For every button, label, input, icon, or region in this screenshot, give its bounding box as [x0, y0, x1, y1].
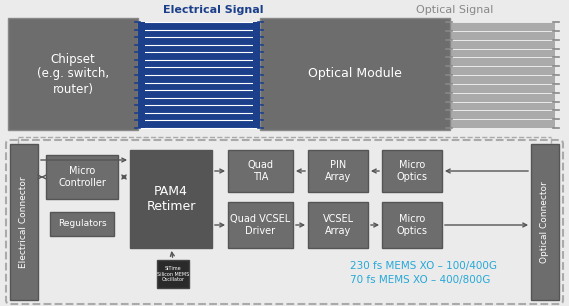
Text: Micro
Optics: Micro Optics	[397, 160, 427, 182]
Text: Optical Module: Optical Module	[308, 68, 402, 80]
Text: PAM4
Retimer: PAM4 Retimer	[146, 185, 196, 213]
Text: Regulators: Regulators	[57, 219, 106, 229]
Bar	[157, 260, 189, 288]
Text: VCSEL
Array: VCSEL Array	[323, 214, 353, 236]
Text: 70 fs MEMS XO – 400/800G: 70 fs MEMS XO – 400/800G	[350, 275, 490, 285]
Bar	[228, 202, 293, 248]
Bar	[450, 22, 555, 128]
Text: Micro
Controller: Micro Controller	[58, 166, 106, 188]
Bar	[138, 22, 145, 128]
Bar	[138, 22, 260, 128]
Bar	[46, 155, 118, 199]
Text: Electrical Signal: Electrical Signal	[163, 5, 263, 15]
Bar	[308, 150, 368, 192]
Text: Quad VCSEL
Driver: Quad VCSEL Driver	[230, 214, 291, 236]
Text: PIN
Array: PIN Array	[325, 160, 351, 182]
Text: Chipset
(e.g. switch,
router): Chipset (e.g. switch, router)	[37, 53, 109, 95]
Bar	[0, 140, 569, 304]
Bar	[253, 22, 260, 128]
Bar	[382, 202, 442, 248]
Text: SiTime
Silicon MEMS
Oscillator: SiTime Silicon MEMS Oscillator	[157, 266, 189, 282]
Bar	[0, 0, 569, 140]
Bar	[382, 150, 442, 192]
Bar	[50, 212, 114, 236]
Text: Optical Connector: Optical Connector	[541, 181, 550, 263]
Text: Electrical Connector: Electrical Connector	[19, 176, 28, 268]
Text: Quad
TIA: Quad TIA	[248, 160, 274, 182]
Text: 230 fs MEMS XO – 100/400G: 230 fs MEMS XO – 100/400G	[350, 261, 497, 271]
Bar	[130, 150, 212, 248]
Bar	[308, 202, 368, 248]
Bar	[8, 18, 138, 130]
Bar	[228, 150, 293, 192]
Bar	[10, 144, 38, 300]
Text: Micro
Optics: Micro Optics	[397, 214, 427, 236]
Bar	[260, 18, 450, 130]
Text: Optical Signal: Optical Signal	[417, 5, 494, 15]
Bar	[531, 144, 559, 300]
